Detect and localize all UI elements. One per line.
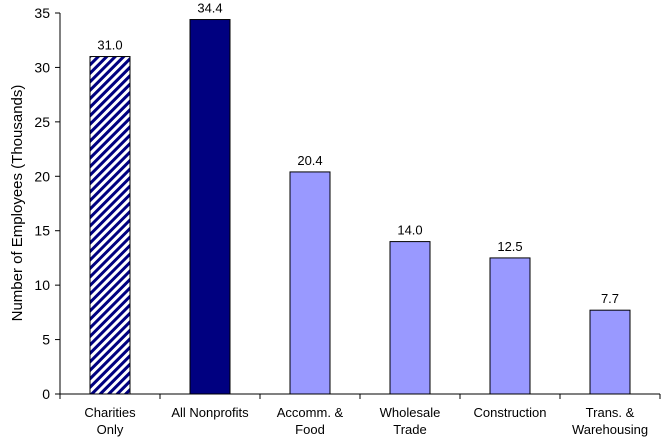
- y-tick-label: 10: [34, 277, 50, 293]
- data-label: 20.4: [297, 153, 322, 168]
- y-tick-label: 30: [34, 59, 50, 75]
- y-tick-label: 25: [34, 114, 50, 130]
- category-label-line: Trade: [393, 422, 426, 437]
- bar: [189, 19, 231, 395]
- category-label-line: Wholesale: [380, 405, 441, 420]
- y-axis-title-group: Number of Employees (Thousands): [9, 85, 26, 322]
- y-axis-title: Number of Employees (Thousands): [9, 85, 26, 322]
- bar: [89, 56, 131, 395]
- category-label-line: All Nonprofits: [171, 405, 249, 420]
- y-tick-label: 5: [42, 332, 50, 348]
- bars: [89, 19, 631, 395]
- data-label: 12.5: [497, 239, 522, 254]
- category-label: Accomm. & Food: [277, 405, 344, 437]
- y-tick-label: 0: [42, 386, 50, 402]
- category-label-line: Warehousing: [572, 422, 648, 437]
- axes: 0 5 10 15 20 25 30 35: [34, 5, 661, 402]
- category-label-line: Charities: [84, 405, 136, 420]
- bar: [489, 257, 531, 395]
- labels: 31.0 Charities Only 34.4 All Nonprofits 20.4 A…: [84, 1, 648, 437]
- category-label-line: Trans. &: [586, 405, 635, 420]
- bar: [589, 309, 631, 395]
- bar: [289, 171, 331, 395]
- data-label: 34.4: [197, 1, 222, 16]
- data-label: 14.0: [397, 223, 422, 238]
- y-tick-label: 20: [34, 168, 50, 184]
- data-label: 7.7: [601, 291, 619, 306]
- category-label: Charities Only: [84, 405, 136, 437]
- category-label: Wholesale Trade: [380, 405, 441, 437]
- category-label: Trans. & Warehousing: [572, 405, 648, 437]
- category-label-line: Food: [295, 422, 325, 437]
- bar: [389, 241, 431, 395]
- data-label: 31.0: [97, 38, 122, 53]
- category-label: All Nonprofits: [171, 405, 249, 420]
- category-label-line: Accomm. &: [277, 405, 344, 420]
- y-tick-label: 35: [34, 5, 50, 21]
- y-tick-label: 15: [34, 223, 50, 239]
- category-label-line: Construction: [474, 405, 547, 420]
- category-label: Construction: [474, 405, 547, 420]
- category-label-line: Only: [97, 422, 124, 437]
